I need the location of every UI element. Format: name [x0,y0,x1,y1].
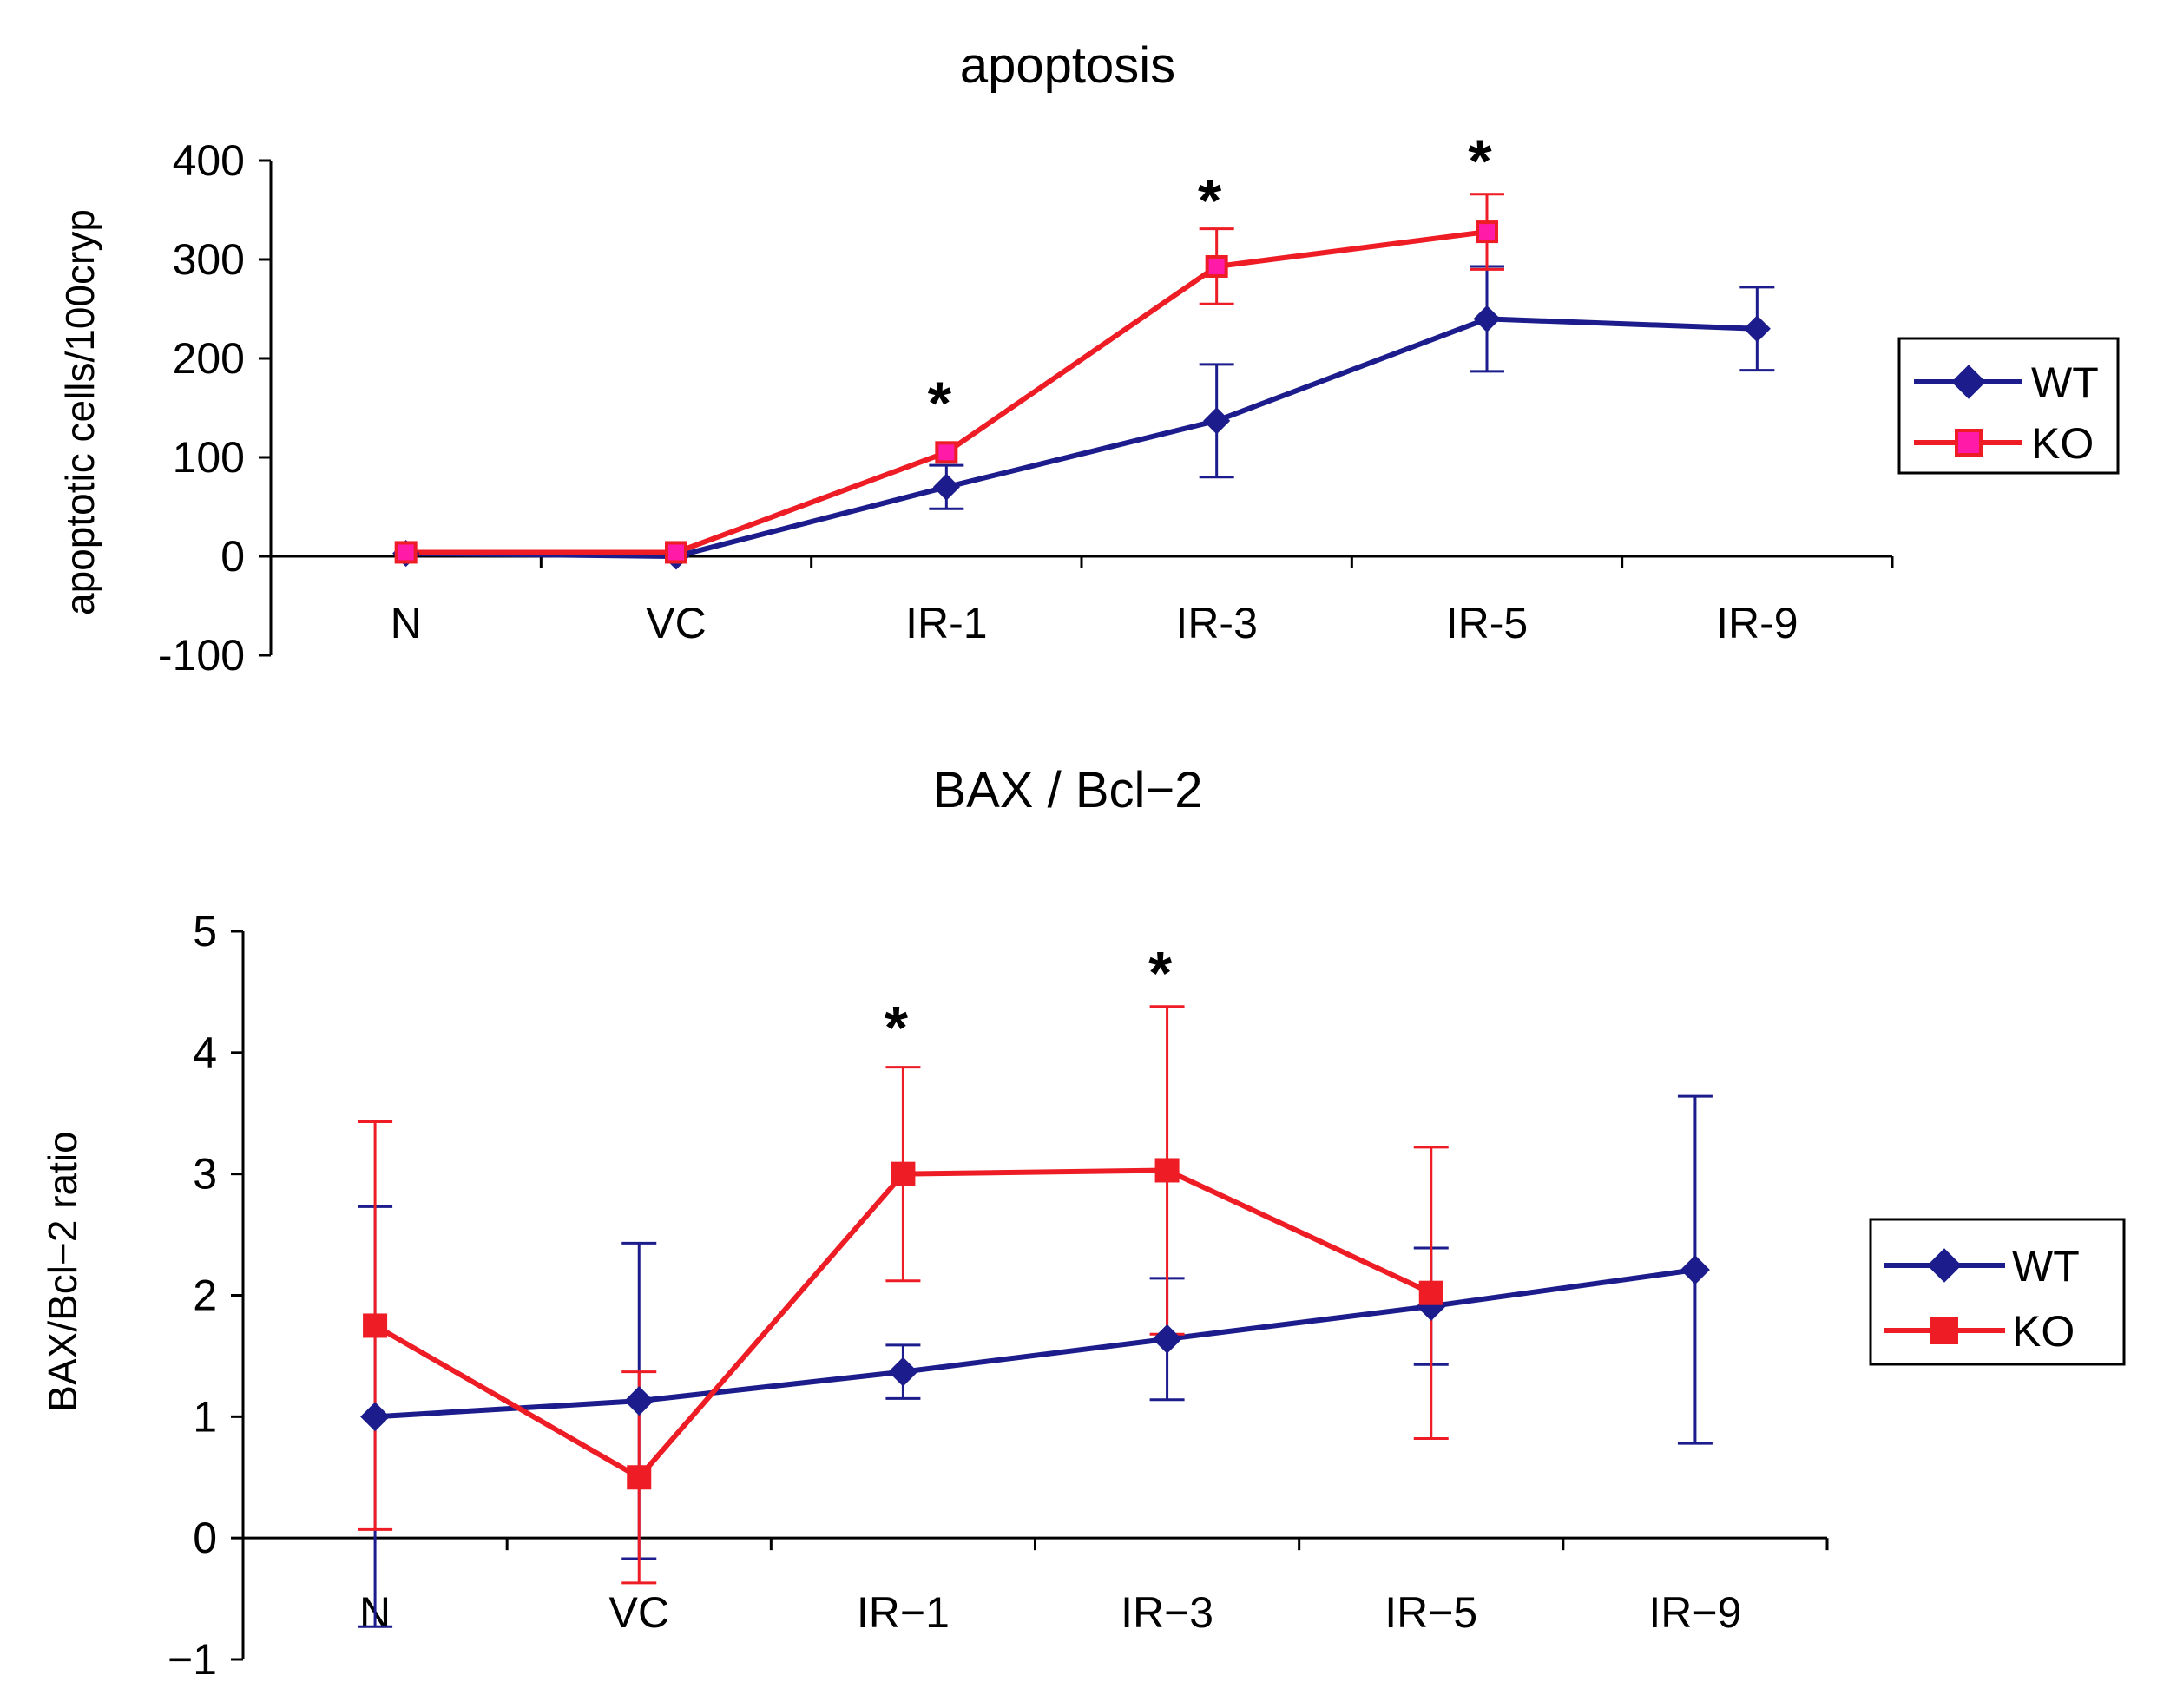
y-tick-label: 3 [193,1150,217,1199]
y-tick-label: 2 [193,1271,217,1320]
axes [259,159,1894,657]
y-tick-label: 0 [193,1514,217,1562]
legend: WT KO [1869,1218,2126,1366]
data-point-wt [624,1386,654,1416]
data-point-ko [935,441,958,464]
data-point-wt [932,473,960,501]
data-point-wt [1203,407,1231,435]
significance-marker: * [928,370,952,437]
data-point-ko [1205,254,1228,278]
y-tick-label: 200 [173,334,245,383]
series-ko [358,1005,1449,1585]
data-point-wt [888,1357,918,1387]
significance-marker: * [885,994,909,1061]
legend-marker-ko [1930,1317,1958,1344]
legend-label-wt: WT [2012,1242,2080,1291]
annotations: ** [885,939,1173,1061]
data-point-ko [1418,1280,1443,1305]
series-wt [405,265,1775,559]
legend-marker-wt [1951,365,1986,399]
x-tick-label: IR-1 [905,599,987,647]
series-line [374,1267,1696,1420]
y-tick-labels: -100 0 100 200 300 400 [158,136,245,680]
y-tick-label: 100 [173,433,245,482]
x-tick-label: IR−3 [1121,1588,1213,1637]
x-tick-label: VC [609,1588,669,1637]
data-point-ko [394,541,418,564]
x-tick-label: VC [646,599,706,647]
legend-label-ko: KO [2031,419,2094,468]
data-point-ko [627,1465,652,1490]
series [358,1005,1713,1628]
chart-title: BAX / Bcl−2 [932,762,1202,818]
y-tick-label: 1 [193,1392,217,1441]
y-tick-labels: −1 0 1 2 3 4 5 [168,907,217,1684]
x-tick-label: N [391,599,422,647]
legend-label-wt: WT [2031,358,2099,407]
y-tick-label: 5 [193,907,217,956]
legend-box [1897,337,2120,475]
y-tick-label: -100 [158,631,245,680]
axes [231,930,1829,1661]
data-point-ko [1154,1158,1180,1183]
significance-marker: * [1148,939,1173,1007]
y-axis-label: apoptotic cells/100cryp [57,209,102,615]
legend-box [1869,1218,2126,1366]
legend-marker-wt [1927,1248,1962,1283]
data-point-wt [1680,1255,1710,1285]
series [392,193,1775,570]
legend-marker-ko [1955,429,1983,457]
data-point-wt [1743,315,1771,343]
y-tick-label: 300 [173,235,245,284]
x-tick-label: IR-9 [1716,599,1798,647]
significance-marker: * [1198,167,1222,234]
y-tick-label: 4 [193,1028,217,1077]
y-tick-label: 400 [173,136,245,185]
data-point-wt [360,1402,391,1432]
x-tick-labels: N VC IR−1 IR−3 IR−5 IR−9 [359,1588,1741,1637]
chart-title: apoptosis [960,37,1175,94]
data-point-ko [891,1161,916,1186]
x-tick-label: IR−5 [1384,1588,1477,1637]
legend: WT KO [1897,337,2120,475]
annotations: * * * [928,127,1493,437]
significance-marker: * [1468,127,1492,194]
x-tick-label: IR−1 [857,1588,950,1637]
data-point-wt [1473,305,1501,332]
series-line [405,316,1758,559]
y-tick-label: −1 [168,1635,217,1684]
y-axis-label: BAX/Bcl−2 ratio [40,1131,85,1411]
x-tick-labels: N VC IR-1 IR-3 IR-5 IR-9 [391,599,1799,647]
x-tick-label: IR-5 [1446,599,1528,647]
data-point-ko [665,541,687,564]
data-point-wt [1152,1324,1182,1354]
apoptosis-chart: apoptosis apoptotic cells/100cryp -100 0 1… [57,37,2120,680]
data-point-ko [363,1313,388,1338]
x-tick-label: IR−9 [1648,1588,1741,1637]
x-tick-label: IR-3 [1175,599,1257,647]
legend-label-ko: KO [2012,1307,2075,1356]
data-point-ko [1476,220,1498,244]
y-tick-label: 0 [220,532,245,581]
